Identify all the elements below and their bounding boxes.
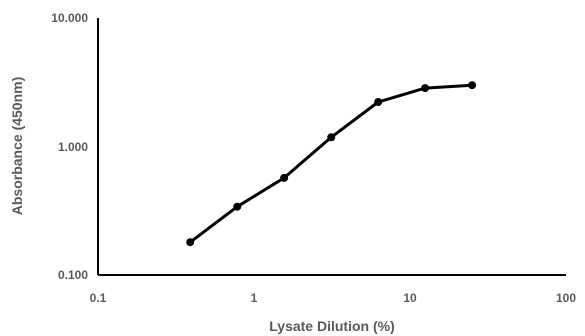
y-tick-label: 0.100 (58, 268, 88, 282)
x-tick-label: 10 (403, 291, 417, 305)
data-point (280, 173, 289, 182)
x-axis-title: Lysate Dilution (%) (269, 318, 395, 334)
y-tick-labels: 0.100 1.000 10.000 (51, 11, 88, 282)
plot-area (97, 18, 566, 276)
data-point (233, 202, 242, 211)
series-line (189, 83, 473, 244)
y-axis-title: Absorbance (450nm) (9, 77, 25, 215)
data-point (327, 133, 336, 142)
y-tick-label: 10.000 (51, 11, 88, 25)
x-tick-label: 100 (556, 291, 576, 305)
series-layer (186, 81, 477, 247)
x-tick-labels: 0.1 1 10 100 (90, 291, 577, 305)
data-point (468, 81, 477, 90)
x-tick-label: 1 (251, 291, 258, 305)
x-tick-label: 0.1 (90, 291, 107, 305)
y-tick-label: 1.000 (58, 140, 88, 154)
data-point (421, 84, 430, 93)
data-point (186, 238, 195, 247)
data-point (374, 98, 383, 106)
